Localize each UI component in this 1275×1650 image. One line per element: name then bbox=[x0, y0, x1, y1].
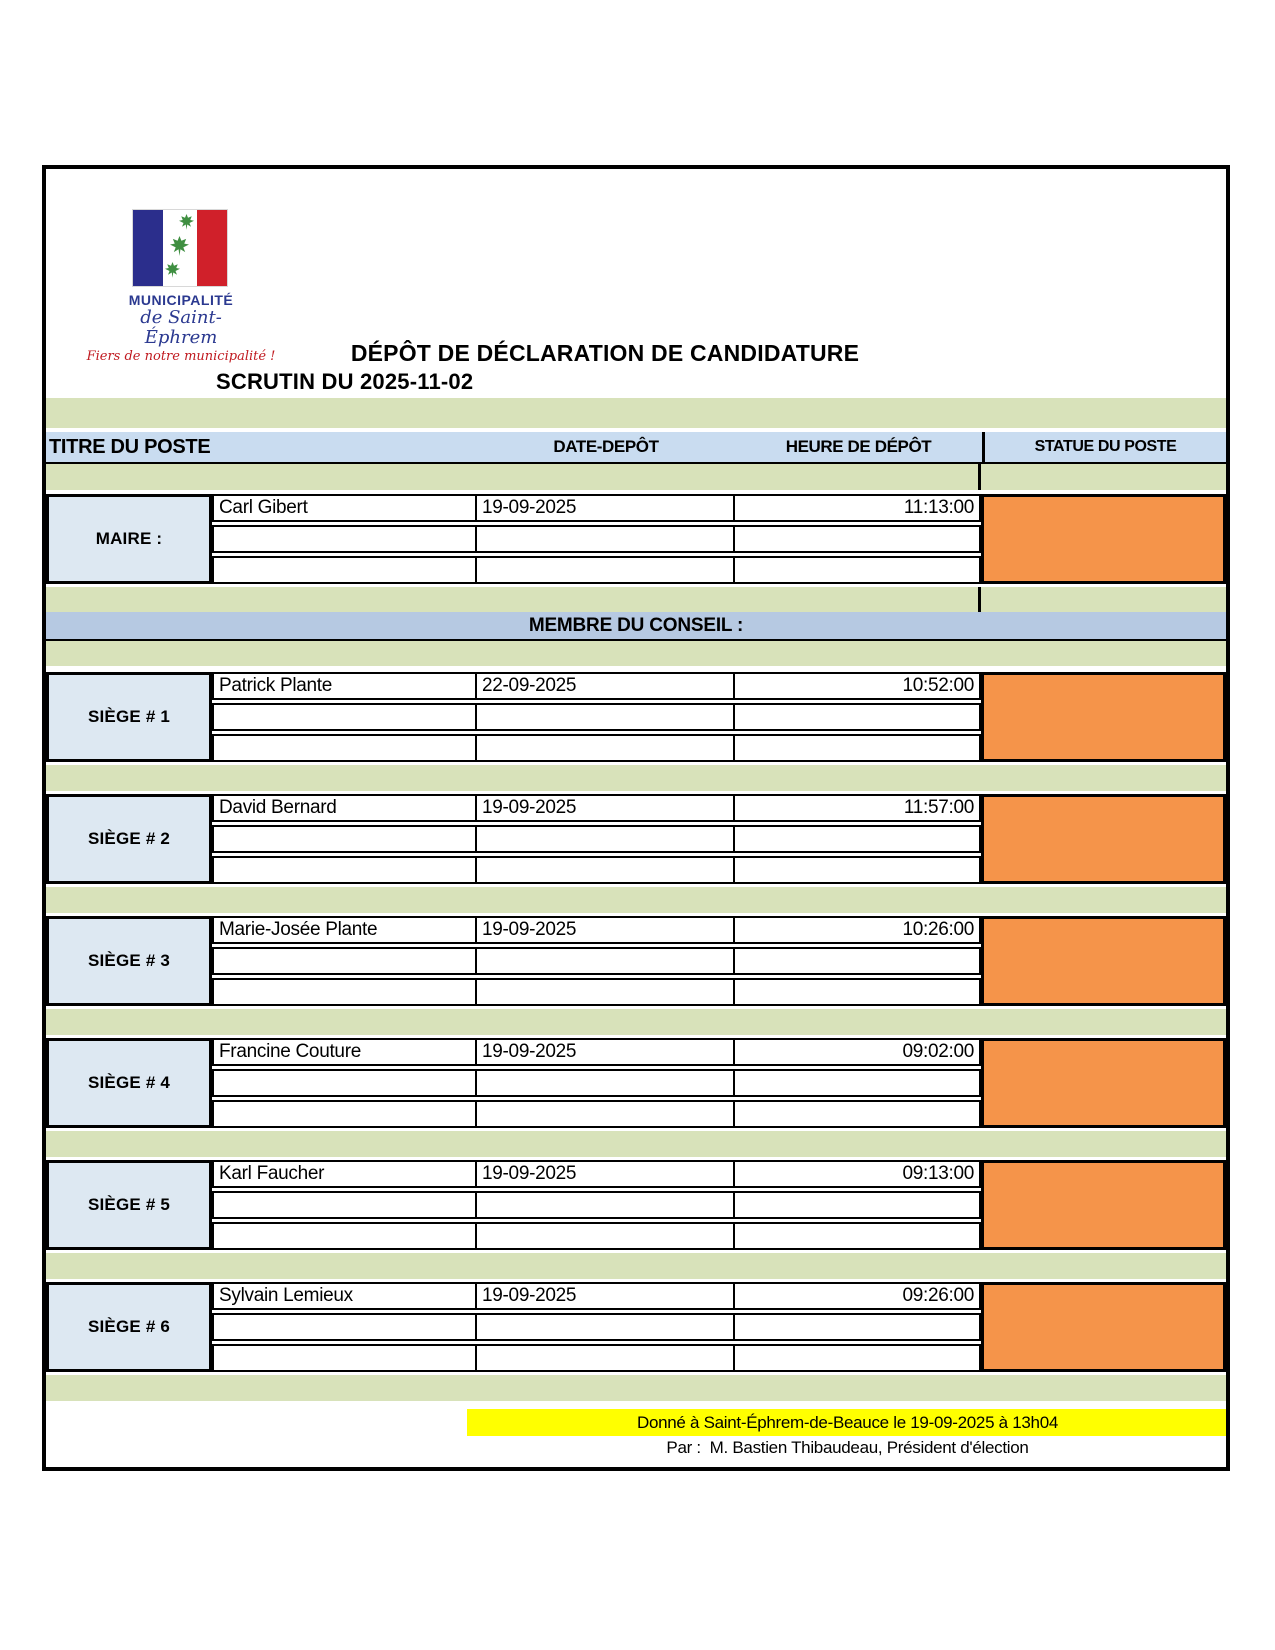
municipality-logo: MUNICIPALITÉ de Saint-Éphrem Fiers de no… bbox=[87, 209, 286, 366]
deposit-time: 09:13:00 bbox=[902, 1163, 974, 1184]
candidate-row: Francine Couture 19-09-2025 09:02:00 bbox=[212, 1038, 981, 1066]
col-titre-du-poste: TITRE DU POSTE bbox=[49, 435, 211, 458]
deposit-date: 19-09-2025 bbox=[477, 1040, 735, 1064]
deposit-time: 10:26:00 bbox=[902, 919, 974, 940]
deposit-date: 19-09-2025 bbox=[477, 496, 735, 520]
green-band bbox=[46, 1131, 1226, 1157]
column-header-row: TITRE DU POSTE DATE-DEPÔT HEURE DE DÉPÔT… bbox=[46, 432, 1226, 464]
candidate-name: Sylvain Lemieux bbox=[214, 1284, 477, 1308]
candidate-row: Carl Gibert 19-09-2025 11:13:00 bbox=[212, 494, 981, 522]
page-subtitle: SCRUTIN DU 2025-11-02 bbox=[216, 369, 474, 394]
post-label: MAIRE : bbox=[46, 494, 212, 584]
green-band bbox=[46, 1375, 1226, 1401]
candidate-row: Karl Faucher 19-09-2025 09:13:00 bbox=[212, 1160, 981, 1188]
given-at-highlight: Donné à Saint-Éphrem-de-Beauce le 19-09-… bbox=[467, 1409, 1226, 1436]
deposit-date: 19-09-2025 bbox=[477, 796, 735, 820]
col-heure-depot: HEURE DE DÉPÔT bbox=[785, 437, 932, 456]
org-subname: de Saint-Éphrem bbox=[140, 307, 222, 348]
candidate-name: Patrick Plante bbox=[214, 674, 477, 698]
candidate-name: Francine Couture bbox=[214, 1040, 477, 1064]
green-band bbox=[46, 765, 1226, 791]
table-row-siege-6: SIÈGE # 6 Sylvain Lemieux 19-09-2025 09:… bbox=[46, 1282, 1226, 1372]
empty-row bbox=[212, 734, 981, 762]
flag-red-bar bbox=[196, 210, 227, 286]
table-row-siege-2: SIÈGE # 2 David Bernard 19-09-2025 11:57… bbox=[46, 794, 1226, 884]
deposit-time: 11:57:00 bbox=[903, 797, 974, 818]
green-band bbox=[46, 587, 1226, 612]
table-row-siege-5: SIÈGE # 5 Karl Faucher 19-09-2025 09:13:… bbox=[46, 1160, 1226, 1250]
section-membre-du-conseil: MEMBRE DU CONSEIL : bbox=[46, 612, 1226, 641]
post-label: SIÈGE # 3 bbox=[46, 916, 212, 1006]
candidate-row: Patrick Plante 22-09-2025 10:52:00 bbox=[212, 672, 981, 700]
post-label: SIÈGE # 1 bbox=[46, 672, 212, 762]
deposit-date: 19-09-2025 bbox=[477, 918, 735, 942]
candidate-row: David Bernard 19-09-2025 11:57:00 bbox=[212, 794, 981, 822]
empty-row bbox=[212, 1313, 981, 1341]
candidate-name: Karl Faucher bbox=[214, 1162, 477, 1186]
deposit-date: 22-09-2025 bbox=[477, 674, 735, 698]
status-cell bbox=[981, 1160, 1226, 1250]
table-row-siege-1: SIÈGE # 1 Patrick Plante 22-09-2025 10:5… bbox=[46, 672, 1226, 762]
empty-row bbox=[212, 1100, 981, 1128]
empty-row bbox=[212, 556, 981, 584]
status-cell bbox=[981, 916, 1226, 1006]
empty-row bbox=[212, 825, 981, 853]
empty-row bbox=[212, 978, 981, 1006]
empty-row bbox=[212, 1069, 981, 1097]
deposit-time: 11:13:00 bbox=[903, 497, 974, 518]
empty-row bbox=[212, 1344, 981, 1372]
org-tagline: Fiers de notre municipalité ! bbox=[86, 349, 276, 364]
column-divider bbox=[978, 464, 981, 490]
post-label: SIÈGE # 2 bbox=[46, 794, 212, 884]
col-date-depot: DATE-DEPÔT bbox=[553, 437, 659, 456]
form-sheet: MUNICIPALITÉ de Saint-Éphrem Fiers de no… bbox=[42, 165, 1230, 1471]
col-statue-poste: STATUE DU POSTE bbox=[982, 432, 1226, 462]
green-band bbox=[46, 887, 1226, 913]
table-row-maire: MAIRE : Carl Gibert 19-09-2025 11:13:00 bbox=[46, 494, 1226, 584]
green-band bbox=[46, 464, 1226, 490]
green-band bbox=[46, 1253, 1226, 1279]
candidate-name: Marie-Josée Plante bbox=[214, 918, 477, 942]
post-label: SIÈGE # 4 bbox=[46, 1038, 212, 1128]
candidate-row: Sylvain Lemieux 19-09-2025 09:26:00 bbox=[212, 1282, 981, 1310]
document-footer: Donné à Saint-Éphrem-de-Beauce le 19-09-… bbox=[46, 1401, 1226, 1460]
deposit-time: 09:26:00 bbox=[902, 1285, 974, 1306]
status-cell bbox=[981, 1038, 1226, 1128]
flag-graphic bbox=[132, 209, 228, 287]
flag-white-bar bbox=[163, 210, 197, 286]
empty-row bbox=[212, 856, 981, 884]
table-row-siege-3: SIÈGE # 3 Marie-Josée Plante 19-09-2025 … bbox=[46, 916, 1226, 1006]
flag-blue-bar bbox=[133, 210, 164, 286]
empty-row bbox=[212, 1222, 981, 1250]
candidate-row: Marie-Josée Plante 19-09-2025 10:26:00 bbox=[212, 916, 981, 944]
post-label: SIÈGE # 5 bbox=[46, 1160, 212, 1250]
signed-by-line: Par : M. Bastien Thibaudeau, Président d… bbox=[666, 1438, 1029, 1457]
empty-row bbox=[212, 525, 981, 553]
deposit-time: 10:52:00 bbox=[902, 675, 974, 696]
deposit-time: 09:02:00 bbox=[902, 1041, 974, 1062]
deposit-date: 19-09-2025 bbox=[477, 1162, 735, 1186]
green-band bbox=[46, 1009, 1226, 1035]
status-cell bbox=[981, 494, 1226, 584]
document-header: MUNICIPALITÉ de Saint-Éphrem Fiers de no… bbox=[46, 169, 1226, 398]
empty-row bbox=[212, 1191, 981, 1219]
deposit-date: 19-09-2025 bbox=[477, 1284, 735, 1308]
column-divider bbox=[978, 587, 981, 612]
green-band bbox=[46, 398, 1226, 428]
table-row-siege-4: SIÈGE # 4 Francine Couture 19-09-2025 09… bbox=[46, 1038, 1226, 1128]
page-title: DÉPÔT DE DÉCLARATION DE CANDIDATURE bbox=[350, 340, 860, 366]
candidate-name: Carl Gibert bbox=[214, 496, 477, 520]
status-cell bbox=[981, 1282, 1226, 1372]
empty-row bbox=[212, 947, 981, 975]
org-name: MUNICIPALITÉ bbox=[128, 292, 234, 308]
maple-leaves-icon bbox=[165, 214, 195, 278]
candidate-name: David Bernard bbox=[214, 796, 477, 820]
post-label: SIÈGE # 6 bbox=[46, 1282, 212, 1372]
status-cell bbox=[981, 672, 1226, 762]
green-band bbox=[46, 641, 1226, 666]
empty-row bbox=[212, 703, 981, 731]
status-cell bbox=[981, 794, 1226, 884]
